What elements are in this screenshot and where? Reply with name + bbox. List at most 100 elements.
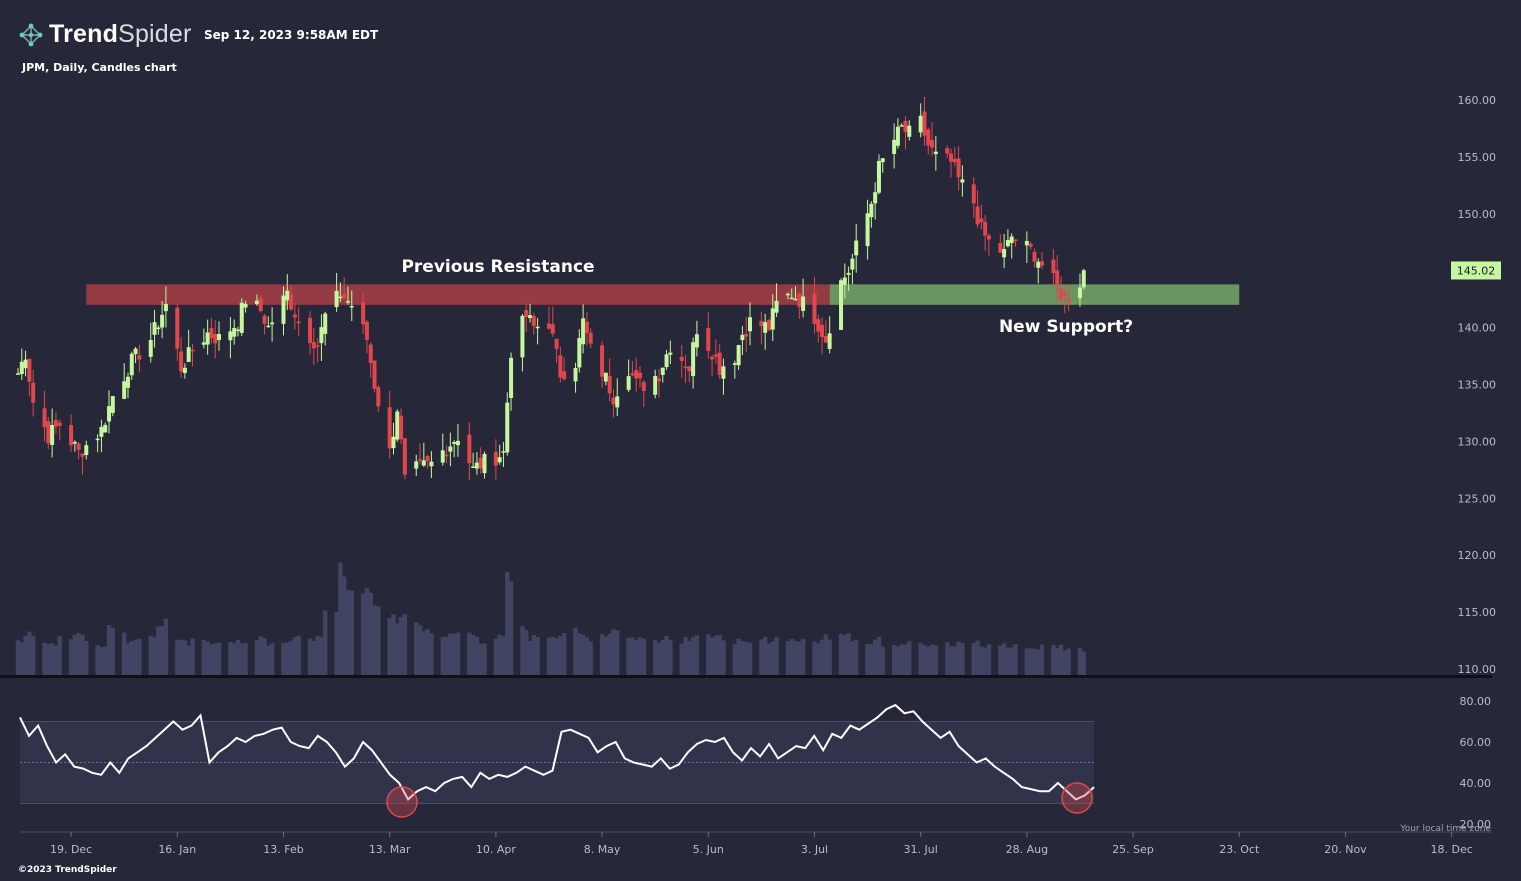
volume-bar (800, 639, 806, 675)
volume-bar (550, 636, 555, 675)
candle-body (285, 290, 290, 301)
volume-bar (1039, 644, 1045, 675)
candle-body (899, 125, 904, 127)
time-tick-label: 28. Aug (1006, 843, 1048, 856)
candle-body (873, 192, 878, 204)
candle-body (471, 466, 476, 468)
volume-bar (292, 636, 298, 675)
time-tick-label: 8. May (584, 843, 621, 856)
chart-header: TrendSpider Sep 12, 2023 9:58AM EDT JPM,… (0, 0, 1521, 90)
volume-bar (679, 643, 684, 675)
candle-body (1028, 243, 1033, 247)
volume-bar (850, 641, 855, 675)
volume-bar (838, 633, 844, 675)
brand-logo[interactable]: TrendSpider (18, 20, 192, 49)
volume-bar (451, 633, 457, 675)
candle-body (691, 342, 696, 377)
candle-body (949, 153, 954, 162)
volume-bar (1051, 645, 1056, 675)
candle-body (345, 301, 350, 303)
candle-body (122, 381, 127, 399)
candle-body (679, 356, 684, 361)
volume-bar (789, 639, 794, 675)
candle-body (213, 334, 218, 344)
volume-bar (133, 639, 138, 675)
candle-body (107, 406, 112, 422)
volume-bar (474, 636, 480, 675)
volume-bar (376, 606, 381, 675)
volume-bar (842, 635, 848, 675)
candle-body (1024, 240, 1029, 246)
candle-body (1040, 261, 1045, 266)
candle-body (577, 338, 582, 368)
candle-body (766, 319, 771, 331)
volume-bar (106, 624, 112, 675)
volume-bar (1001, 643, 1007, 675)
volume-bar (360, 593, 366, 675)
candle-body (535, 326, 540, 329)
candle-body (46, 421, 51, 444)
volume-bar (1005, 647, 1011, 675)
candle-body (440, 450, 445, 463)
candle-body (907, 125, 912, 137)
price-tick-label: 130.00 (1458, 435, 1497, 448)
candle-body (186, 347, 191, 362)
candle-body (546, 323, 551, 329)
volume-bar (524, 630, 529, 675)
candle-body (448, 446, 453, 452)
candle-body (550, 324, 555, 334)
volume-bar (129, 641, 134, 675)
price-tick-label: 150.00 (1458, 208, 1497, 221)
volume-bar (823, 634, 829, 675)
candle-body (763, 322, 768, 333)
candle-body (425, 455, 430, 462)
candle-body (740, 334, 745, 341)
candle-body (84, 445, 89, 456)
time-tick-label: 31. Jul (904, 843, 938, 856)
volume-bar (816, 643, 821, 675)
volume-bar (387, 617, 392, 675)
candle-body (880, 158, 885, 163)
candle-body (258, 298, 263, 312)
candle-body (1013, 239, 1018, 242)
time-tick-label: 20. Nov (1324, 843, 1367, 856)
volume-bar (975, 640, 980, 675)
volume-bar (971, 642, 976, 675)
volume-bar (652, 640, 658, 675)
volume-bar (216, 642, 222, 675)
volume-bar (497, 634, 502, 675)
volume-bar (637, 637, 643, 675)
volume-bar (213, 643, 218, 675)
volume-bar (982, 647, 988, 675)
volume-bar (853, 639, 859, 675)
time-tick-label: 3. Jul (801, 843, 828, 856)
candle-body (892, 139, 897, 154)
volume-bar (201, 639, 207, 675)
candle-body (148, 339, 153, 357)
candle-body (1009, 236, 1014, 244)
volume-bar (869, 643, 874, 675)
candle-body (801, 296, 806, 311)
candle-body (922, 111, 927, 136)
volume-bar (209, 644, 214, 675)
volume-bar (228, 641, 233, 675)
time-tick-label: 25. Sep (1112, 843, 1154, 856)
candles (16, 96, 1086, 481)
volume-bar (687, 640, 692, 675)
new-support-label: New Support? (999, 317, 1133, 337)
volume-bar (478, 643, 483, 675)
candle-body (421, 460, 426, 466)
candle-body (387, 407, 392, 449)
candle-body (376, 387, 381, 407)
candle-body (1051, 259, 1056, 274)
volume-bar (960, 643, 965, 675)
volume-bar (95, 645, 100, 675)
rsi-tick-label: 60.00 (1460, 736, 1492, 749)
candle-body (137, 355, 142, 360)
candle-body (395, 411, 400, 440)
volume-bar (349, 590, 354, 675)
time-tick-label: 18. Dec (1431, 843, 1473, 856)
candle-body (975, 206, 980, 225)
price-tick-label: 110.00 (1458, 663, 1497, 676)
